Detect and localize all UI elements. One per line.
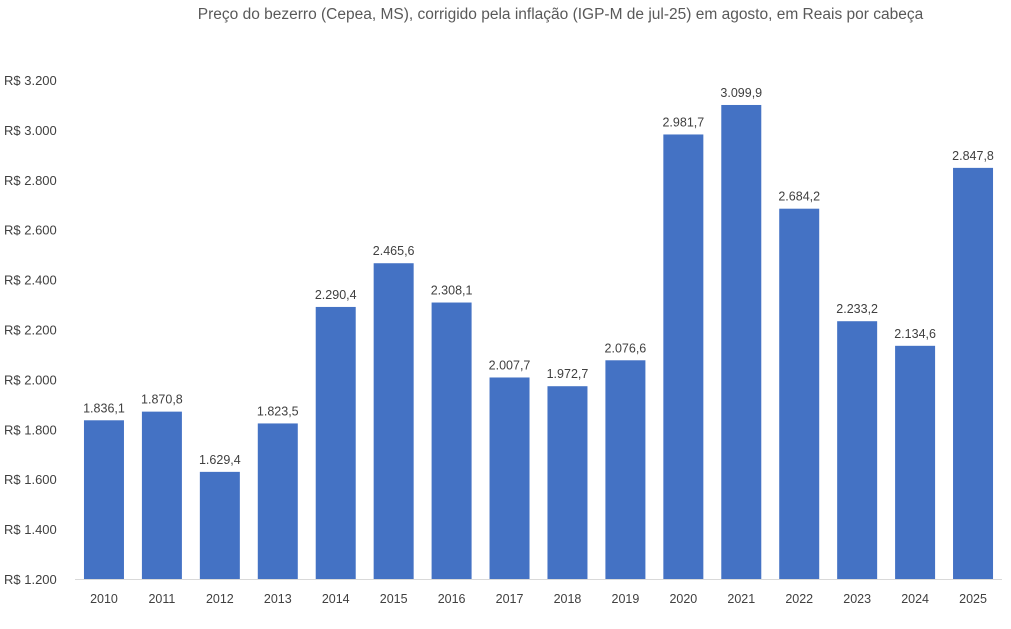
x-tick-label: 2023	[843, 592, 871, 606]
x-tick-label: 2022	[785, 592, 813, 606]
y-tick-label: R$ 2.200	[4, 323, 57, 338]
x-tick-label: 2025	[959, 592, 987, 606]
bar-2013	[257, 423, 298, 579]
bar-2017	[489, 377, 530, 579]
y-tick-label: R$ 2.400	[4, 273, 57, 288]
y-tick-label: R$ 2.000	[4, 372, 57, 387]
x-tick-label: 2018	[554, 592, 582, 606]
data-label-2012: 1.629,4	[199, 453, 241, 467]
y-tick-label: R$ 1.600	[4, 472, 57, 487]
bar-2018	[547, 386, 588, 579]
bar-2024	[895, 345, 936, 579]
x-tick-label: 2012	[206, 592, 234, 606]
data-label-2013: 1.823,5	[257, 404, 299, 418]
data-label-2019: 2.076,6	[605, 341, 647, 355]
x-tick-label: 2011	[148, 592, 175, 606]
x-tick-label: 2019	[612, 592, 640, 606]
y-tick-label: R$ 1.800	[4, 422, 57, 437]
y-tick-label: R$ 1.400	[4, 522, 57, 537]
y-tick-label: R$ 2.600	[4, 223, 57, 238]
x-tick-label: 2016	[438, 592, 466, 606]
bar-2014	[315, 306, 356, 579]
data-label-2011: 1.870,8	[141, 393, 183, 407]
y-axis: R$ 1.200 R$ 1.400 R$ 1.600 R$ 1.800 R$ 2.000…	[4, 73, 57, 587]
data-label-2020: 2.981,7	[662, 115, 704, 129]
y-tick-label: R$ 3.000	[4, 123, 57, 138]
x-tick-label: 2024	[901, 592, 929, 606]
x-tick-label: 2010	[90, 592, 118, 606]
bar-2019	[605, 360, 646, 579]
x-tick-label: 2014	[322, 592, 350, 606]
data-label-2022: 2.684,2	[778, 190, 820, 204]
x-tick-label: 2020	[669, 592, 697, 606]
data-label-2025: 2.847,8	[952, 149, 994, 163]
bar-2021	[721, 104, 762, 580]
data-label-2015: 2.465,6	[373, 244, 415, 258]
data-label-2023: 2.233,2	[836, 302, 878, 316]
bar-2025	[953, 167, 994, 579]
bar-2020	[663, 134, 704, 579]
data-labels: 1.836,1 1.870,8 1.629,4 1.823,5 2.290,4 2.465…	[83, 86, 994, 467]
bar-2012	[199, 471, 240, 579]
bar-2011	[141, 411, 182, 579]
x-axis: 2010 2011 2012 2013 2014 2015 2016 2017 2018 2019…	[75, 579, 1002, 606]
bar-2015	[373, 263, 414, 579]
data-label-2016: 2.308,1	[431, 284, 473, 298]
data-label-2010: 1.836,1	[83, 401, 125, 415]
x-tick-label: 2017	[496, 592, 524, 606]
data-label-2024: 2.134,6	[894, 327, 936, 341]
bar-2010	[83, 420, 124, 579]
bars	[83, 104, 994, 580]
x-tick-label: 2015	[380, 592, 408, 606]
data-label-2018: 1.972,7	[547, 367, 589, 381]
data-label-2021: 3.099,9	[720, 86, 762, 100]
y-tick-label: R$ 2.800	[4, 173, 57, 188]
data-label-2014: 2.290,4	[315, 288, 357, 302]
x-tick-label: 2013	[264, 592, 292, 606]
data-label-2017: 2.007,7	[489, 358, 531, 372]
bar-2023	[837, 321, 878, 579]
y-tick-label: R$ 1.200	[4, 572, 57, 587]
chart-title: Preço do bezerro (Cepea, MS), corrigido …	[197, 6, 924, 23]
y-tick-label: R$ 3.200	[4, 73, 57, 88]
x-tick-label: 2021	[727, 592, 755, 606]
bar-2022	[779, 208, 820, 580]
bar-2016	[431, 302, 472, 579]
